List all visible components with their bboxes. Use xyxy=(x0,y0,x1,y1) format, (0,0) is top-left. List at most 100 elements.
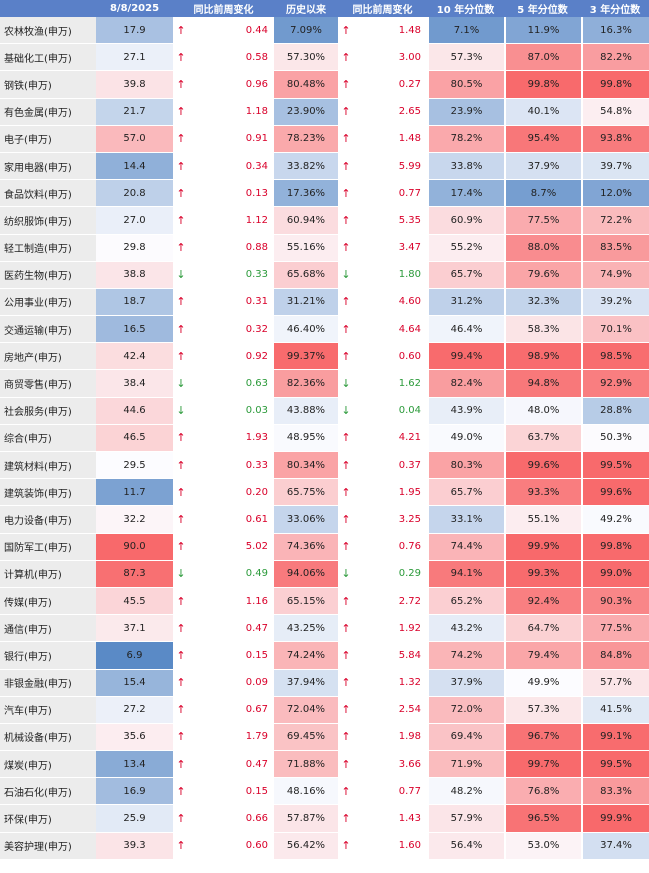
ten-year-percentile-cell: 57.3% xyxy=(427,44,504,72)
pe-value-cell: 27.2 xyxy=(96,696,173,724)
change-arrow-icon: ↑ xyxy=(173,17,189,45)
header-3y-percentile: 3 年分位数 xyxy=(581,0,649,17)
industry-name-cell: 轻工制造(申万) xyxy=(0,234,96,262)
pe-change-cell: 0.20 xyxy=(189,479,274,507)
ten-year-percentile-cell: 65.2% xyxy=(427,587,504,616)
table-row: 商贸零售(申万) 38.4 ↓ 0.63 82.36% ↓ 1.62 82.4% 94.8% 92… xyxy=(0,370,649,398)
table-row: 钢铁(申万) 39.8 ↑ 0.96 80.48% ↑ 0.27 80.5% 99.8% 99.8… xyxy=(0,71,649,99)
five-year-percentile-cell: 98.9% xyxy=(504,343,581,371)
ten-year-percentile-cell: 80.5% xyxy=(427,71,504,99)
pe-change-cell: 0.67 xyxy=(189,697,274,724)
pe-value-cell: 38.8 xyxy=(96,261,173,289)
pe-value-cell: 87.3 xyxy=(96,560,173,588)
pe-value-cell: 16.5 xyxy=(96,316,173,344)
ten-year-percentile-cell: 43.2% xyxy=(427,615,504,643)
table-row: 电力设备(申万) 32.2 ↑ 0.61 33.06% ↑ 3.25 33.1% 55.1% 49… xyxy=(0,506,649,534)
change-arrow-icon: ↑ xyxy=(173,778,189,806)
ten-year-percentile-cell: 74.2% xyxy=(427,642,504,670)
ten-year-percentile-cell: 17.4% xyxy=(427,180,504,208)
five-year-percentile-cell: 95.4% xyxy=(504,125,581,153)
historical-percentile-cell: 33.82% xyxy=(274,152,338,181)
three-year-percentile-cell: 70.1% xyxy=(581,316,649,344)
industry-name-cell: 电子(申万) xyxy=(0,125,96,153)
industry-name-cell: 国防军工(申万) xyxy=(0,533,96,561)
five-year-percentile-cell: 99.8% xyxy=(504,71,581,99)
industry-name-cell: 美容护理(申万) xyxy=(0,832,96,860)
percentile-change-cell: 3.47 xyxy=(354,235,427,262)
five-year-percentile-cell: 88.0% xyxy=(504,234,581,262)
three-year-percentile-cell: 93.8% xyxy=(581,125,649,153)
five-year-percentile-cell: 87.0% xyxy=(504,44,581,72)
industry-name-cell: 交通运输(申万) xyxy=(0,316,96,344)
ten-year-percentile-cell: 55.2% xyxy=(427,234,504,262)
five-year-percentile-cell: 57.3% xyxy=(504,696,581,724)
industry-name-cell: 商贸零售(申万) xyxy=(0,370,96,398)
industry-name-cell: 汽车(申万) xyxy=(0,696,96,724)
ten-year-percentile-cell: 82.4% xyxy=(427,370,504,398)
change-arrow-icon: ↓ xyxy=(173,370,189,398)
ten-year-percentile-cell: 46.4% xyxy=(427,316,504,344)
pe-value-cell: 21.7 xyxy=(96,98,173,126)
change-arrow-icon: ↑ xyxy=(173,615,189,643)
change-arrow-icon: ↑ xyxy=(338,235,354,262)
three-year-percentile-cell: 99.5% xyxy=(581,452,649,480)
change-arrow-icon: ↓ xyxy=(338,370,354,398)
historical-percentile-cell: 43.25% xyxy=(274,615,338,643)
table-row: 机械设备(申万) 35.6 ↑ 1.79 69.45% ↑ 1.98 69.4% 96.7% 99… xyxy=(0,723,649,752)
pe-change-cell: 0.96 xyxy=(189,71,274,99)
three-year-percentile-cell: 39.2% xyxy=(581,288,649,317)
change-arrow-icon: ↑ xyxy=(338,670,354,697)
historical-percentile-cell: 99.37% xyxy=(274,343,338,371)
percentile-change-cell: 0.29 xyxy=(354,561,427,588)
historical-percentile-cell: 7.09% xyxy=(274,17,338,45)
three-year-percentile-cell: 39.7% xyxy=(581,152,649,181)
percentile-change-cell: 0.04 xyxy=(354,398,427,425)
three-year-percentile-cell: 37.4% xyxy=(581,832,649,860)
percentile-change-cell: 0.77 xyxy=(354,180,427,208)
percentile-change-cell: 1.92 xyxy=(354,615,427,643)
five-year-percentile-cell: 99.6% xyxy=(504,452,581,480)
industry-name-cell: 农林牧渔(申万) xyxy=(0,17,96,45)
change-arrow-icon: ↑ xyxy=(338,724,354,752)
ten-year-percentile-cell: 49.0% xyxy=(427,424,504,452)
pe-value-cell: 32.2 xyxy=(96,506,173,534)
three-year-percentile-cell: 41.5% xyxy=(581,696,649,724)
pe-value-cell: 45.5 xyxy=(96,587,173,616)
percentile-change-cell: 0.60 xyxy=(354,343,427,371)
pe-change-cell: 0.33 xyxy=(189,262,274,289)
table-row: 计算机(申万) 87.3 ↓ 0.49 94.06% ↓ 0.29 94.1% 99.3% 99.… xyxy=(0,560,649,588)
three-year-percentile-cell: 99.5% xyxy=(581,751,649,779)
table-row: 美容护理(申万) 39.3 ↑ 0.60 56.42% ↑ 1.60 56.4% 53.0% 37… xyxy=(0,832,649,860)
change-arrow-icon: ↑ xyxy=(338,615,354,643)
change-arrow-icon: ↑ xyxy=(173,452,189,480)
change-arrow-icon: ↑ xyxy=(173,126,189,153)
ten-year-percentile-cell: 74.4% xyxy=(427,533,504,561)
pe-value-cell: 13.4 xyxy=(96,751,173,779)
pe-value-cell: 90.0 xyxy=(96,533,173,561)
table-row: 建筑材料(申万) 29.5 ↑ 0.33 80.34% ↑ 0.37 80.3% 99.6% 99… xyxy=(0,452,649,480)
pe-value-cell: 44.6 xyxy=(96,397,173,425)
header-weekly-change-1: 同比前周变化 xyxy=(173,0,274,17)
historical-percentile-cell: 43.88% xyxy=(274,397,338,425)
pe-change-cell: 1.12 xyxy=(189,207,274,235)
header-industry xyxy=(0,0,96,17)
pe-change-cell: 0.61 xyxy=(189,506,274,534)
ten-year-percentile-cell: 57.9% xyxy=(427,805,504,833)
change-arrow-icon: ↑ xyxy=(173,425,189,452)
pe-change-cell: 0.32 xyxy=(189,316,274,344)
historical-percentile-cell: 31.21% xyxy=(274,288,338,317)
table-row: 银行(申万) 6.9 ↑ 0.15 74.24% ↑ 5.84 74.2% 79.4% 84.8% xyxy=(0,642,649,670)
percentile-change-cell: 1.43 xyxy=(354,805,427,833)
percentile-change-cell: 2.65 xyxy=(354,99,427,126)
change-arrow-icon: ↑ xyxy=(338,534,354,561)
historical-percentile-cell: 65.75% xyxy=(274,479,338,507)
table-row: 非银金融(申万) 15.4 ↑ 0.09 37.94% ↑ 1.32 37.9% 49.9% 57… xyxy=(0,669,649,697)
industry-name-cell: 非银金融(申万) xyxy=(0,669,96,697)
ten-year-percentile-cell: 65.7% xyxy=(427,261,504,289)
three-year-percentile-cell: 72.2% xyxy=(581,207,649,235)
industry-name-cell: 通信(申万) xyxy=(0,615,96,643)
three-year-percentile-cell: 28.8% xyxy=(581,397,649,425)
change-arrow-icon: ↑ xyxy=(173,534,189,561)
historical-percentile-cell: 46.40% xyxy=(274,316,338,344)
five-year-percentile-cell: 96.7% xyxy=(504,723,581,752)
